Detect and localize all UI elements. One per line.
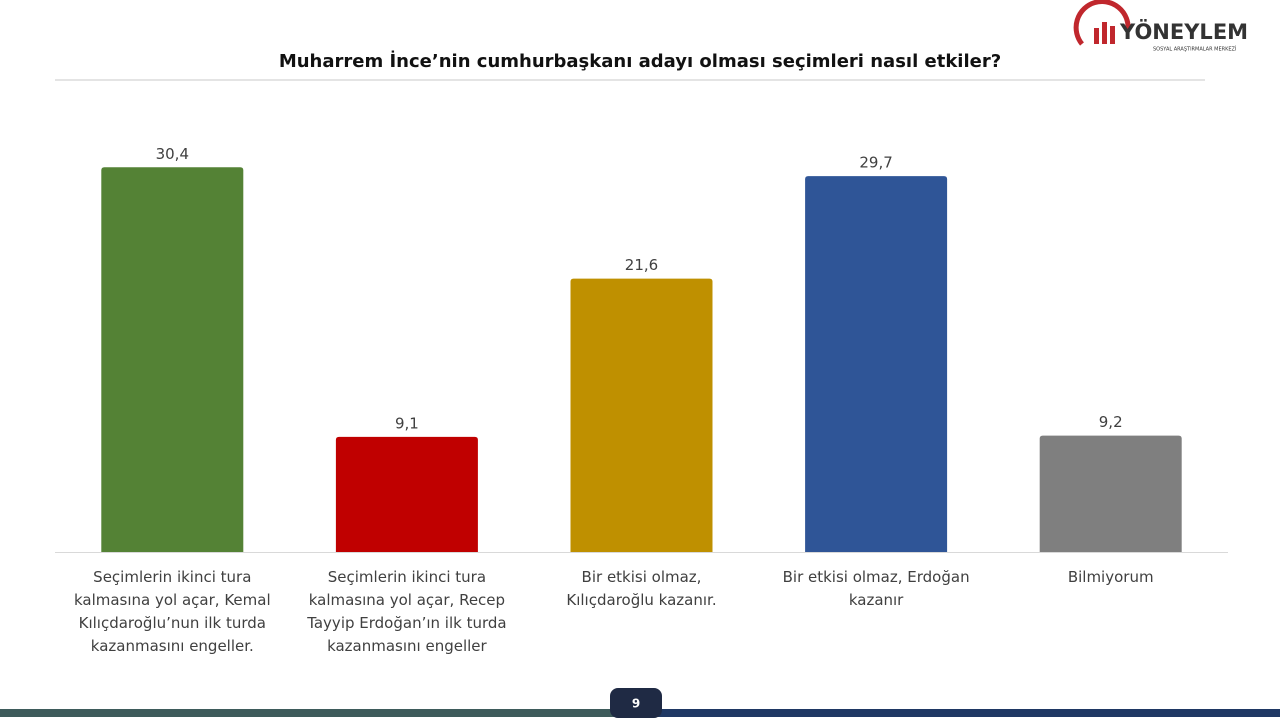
bar (335, 436, 478, 552)
page-number: 9 (632, 697, 640, 711)
logo-name: YÖNEYLEM (1119, 19, 1248, 44)
x-tick-label: Bilmiyorum (1067, 568, 1154, 586)
value-label: 9,1 (395, 414, 419, 432)
x-tick-label: Seçimlerin ikinci tura kalmasına yol aça… (307, 568, 507, 655)
page-badge (610, 688, 662, 718)
x-tick-label: Seçimlerin ikinci tura kalmasına yol aça… (73, 568, 271, 655)
logo-arc (1073, 0, 1131, 46)
logo-subtitle: SOSYAL ARAŞTIRMALAR MERKEZİ (1153, 46, 1236, 53)
bar (1039, 435, 1182, 552)
value-label: 30,4 (156, 145, 189, 163)
footer-band (640, 709, 1280, 717)
x-tick-label: Bir etkisi olmaz, Erdoğan kazanır (782, 568, 970, 609)
bar (570, 278, 713, 552)
footer-band (0, 709, 640, 717)
value-label: 9,2 (1099, 413, 1123, 431)
value-label: 21,6 (625, 256, 658, 274)
logo-bar (1110, 26, 1115, 44)
logo-bar (1102, 22, 1107, 44)
x-tick-label: Bir etkisi olmaz, Kılıçdaroğlu kazanır. (566, 568, 717, 609)
logo-bar (1094, 28, 1099, 44)
logo: YÖNEYLEM SOSYAL ARAŞTIRMALAR MERKEZİ (1073, 0, 1248, 53)
bar (805, 176, 948, 552)
chart-title: Muharrem İnce’nin cumhurbaşkanı adayı ol… (279, 50, 1001, 72)
value-label: 29,7 (859, 154, 892, 172)
bar (101, 167, 244, 552)
